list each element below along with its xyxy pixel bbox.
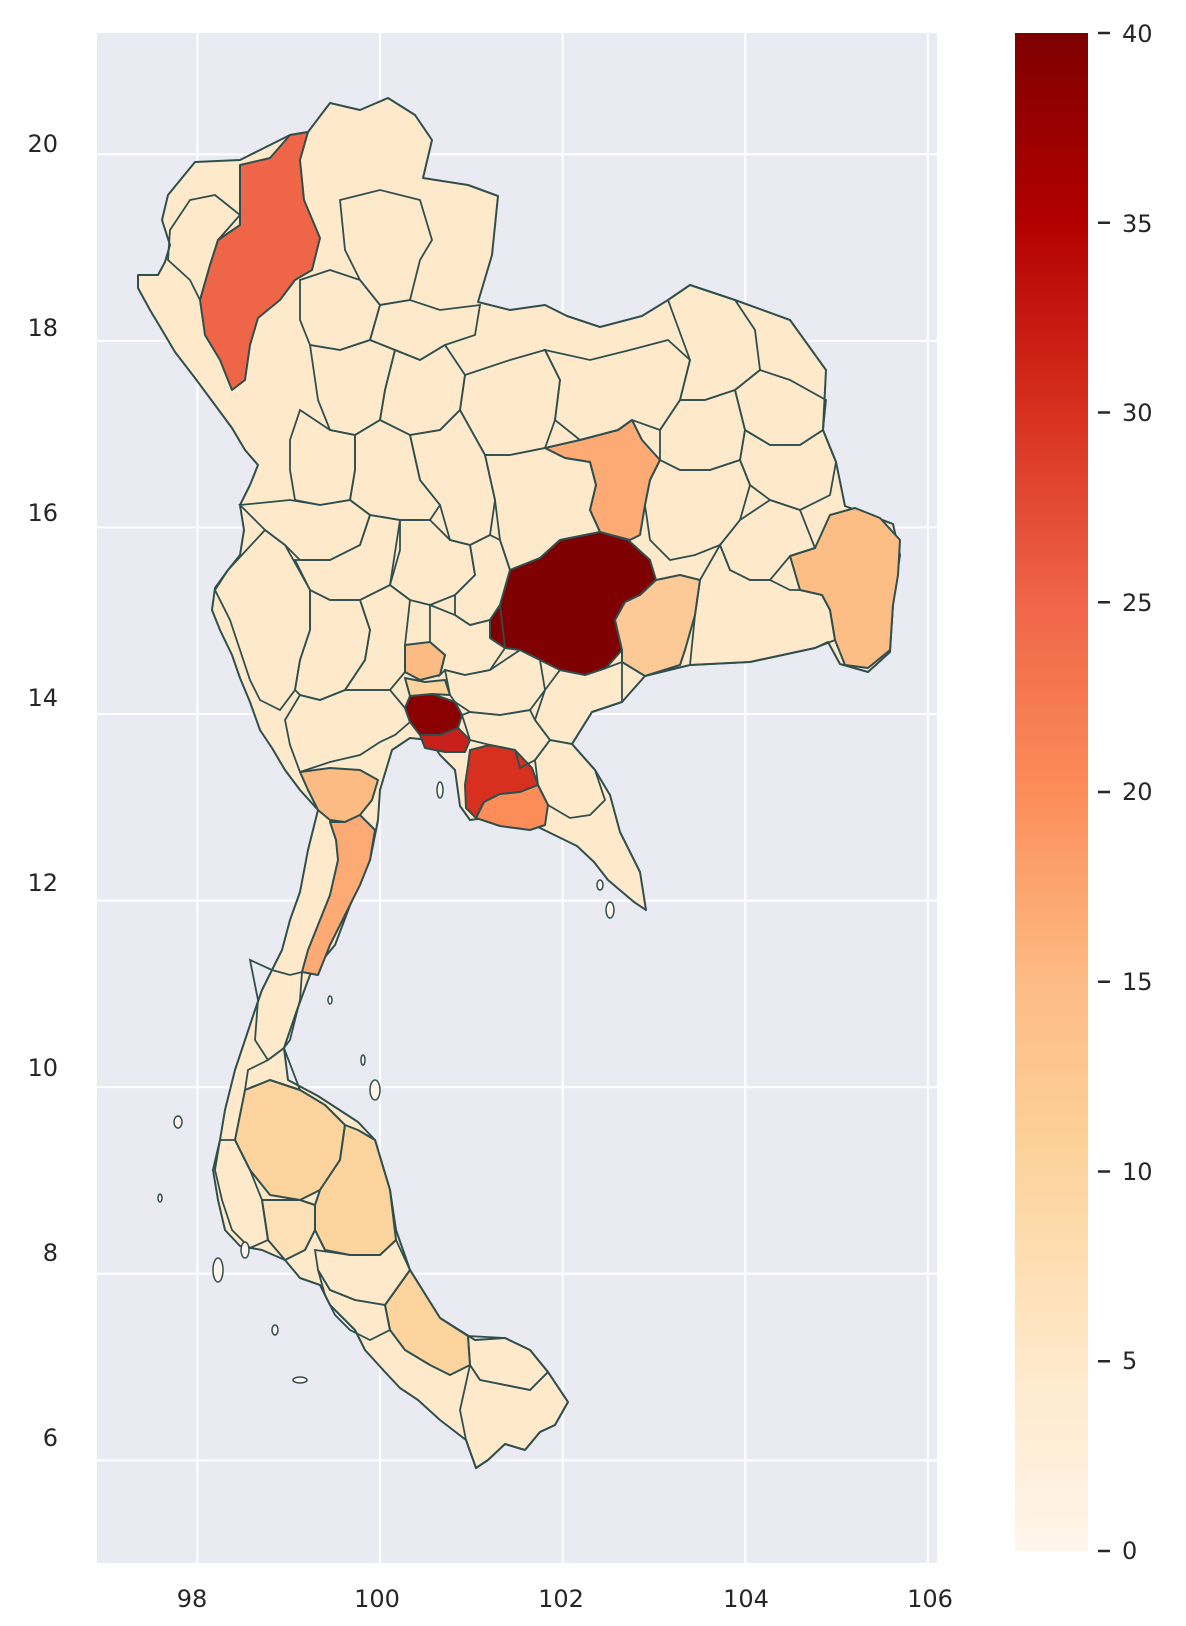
colorbar-tick-label: 20 xyxy=(1122,778,1153,806)
y-tick-label: 6 xyxy=(43,1424,58,1452)
province-borders xyxy=(167,189,837,1470)
thailand-map xyxy=(137,97,901,1470)
colorbar-tick-label: 40 xyxy=(1122,20,1153,48)
colorbar-tick-label: 5 xyxy=(1122,1347,1137,1375)
y-axis: 20 18 16 14 12 10 8 6 xyxy=(27,130,58,1452)
colorbar-tick-label: 30 xyxy=(1122,399,1153,427)
colorbar-tick-label: 10 xyxy=(1122,1158,1153,1186)
x-tick-label: 98 xyxy=(177,1585,208,1613)
colorbar-ticks xyxy=(1098,31,1110,1553)
x-tick-label: 102 xyxy=(538,1585,584,1613)
colorbar-tick-label: 0 xyxy=(1122,1537,1137,1565)
colorbar: 0 5 10 15 20 25 30 35 40 xyxy=(1015,20,1153,1565)
y-tick-label: 18 xyxy=(27,314,58,342)
y-tick-label: 12 xyxy=(27,869,58,897)
region-prachuap xyxy=(301,814,376,976)
region-buriram xyxy=(614,574,701,677)
x-tick-label: 100 xyxy=(354,1585,400,1613)
colorbar-tick-label: 25 xyxy=(1122,589,1153,617)
x-axis: 98 100 102 104 106 xyxy=(177,1585,953,1613)
x-tick-label: 104 xyxy=(723,1585,769,1613)
y-tick-label: 14 xyxy=(27,684,58,712)
colorbar-gradient xyxy=(1015,33,1088,1551)
region-krabi xyxy=(261,1199,316,1261)
islands xyxy=(157,781,615,1384)
colorbar-tick-label: 35 xyxy=(1122,210,1153,238)
region-songkhla xyxy=(384,1269,471,1376)
colorbar-tick-label: 15 xyxy=(1122,968,1153,996)
y-tick-label: 20 xyxy=(27,130,58,158)
region-samut-prakan xyxy=(419,727,471,753)
x-tick-label: 106 xyxy=(907,1585,953,1613)
y-tick-label: 10 xyxy=(27,1054,58,1082)
y-tick-label: 16 xyxy=(27,499,58,527)
y-tick-label: 8 xyxy=(43,1239,58,1267)
